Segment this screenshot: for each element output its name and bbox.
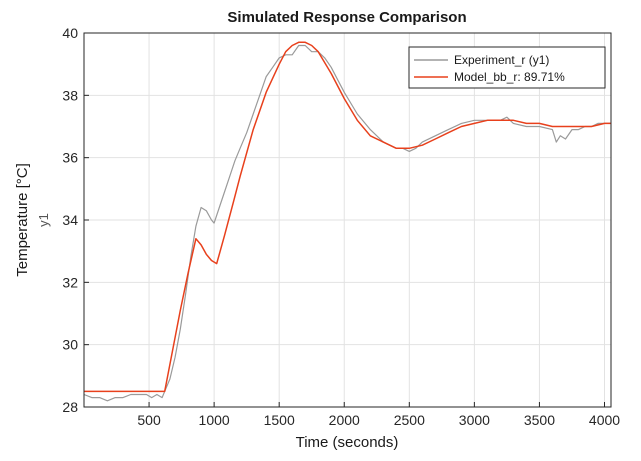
legend-label-model: Model_bb_r: 89.71% bbox=[454, 70, 565, 84]
x-tick-label: 4000 bbox=[589, 412, 620, 428]
legend-box bbox=[408, 46, 606, 89]
y-tick-label: 40 bbox=[62, 25, 78, 41]
x-tick-label: 2000 bbox=[329, 412, 360, 428]
x-tick-label: 3500 bbox=[524, 412, 555, 428]
legend-label-experiment: Experiment_r (y1) bbox=[454, 53, 549, 67]
y-tick-label: 28 bbox=[62, 399, 78, 415]
x-tick-label: 2500 bbox=[394, 412, 425, 428]
tick-layer: 500 1000 1500 2000 2500 3000 3500 4000 28 30 32 34 3… bbox=[62, 25, 620, 428]
y-axis-secondary-label: y1 bbox=[36, 213, 51, 227]
y-tick-label: 30 bbox=[62, 337, 78, 353]
x-tick-label: 1500 bbox=[264, 412, 295, 428]
chart-title: Simulated Response Comparison bbox=[227, 9, 466, 26]
series-layer bbox=[83, 41, 611, 402]
y-tick-label: 32 bbox=[62, 274, 78, 290]
y-axis-label: Temperature [°C] bbox=[14, 163, 31, 277]
series-line-model bbox=[84, 41, 611, 393]
x-tick-label: 3000 bbox=[459, 412, 490, 428]
x-tick-label: 500 bbox=[137, 412, 161, 428]
y-tick-label: 36 bbox=[62, 150, 78, 166]
y-tick-label: 34 bbox=[62, 212, 78, 228]
x-tick-label: 1000 bbox=[199, 412, 230, 428]
x-axis-label: Time (seconds) bbox=[296, 434, 399, 451]
legend: Experiment_r (y1) Model_bb_r: 89.71% bbox=[408, 46, 606, 89]
y-tick-label: 38 bbox=[62, 87, 78, 103]
